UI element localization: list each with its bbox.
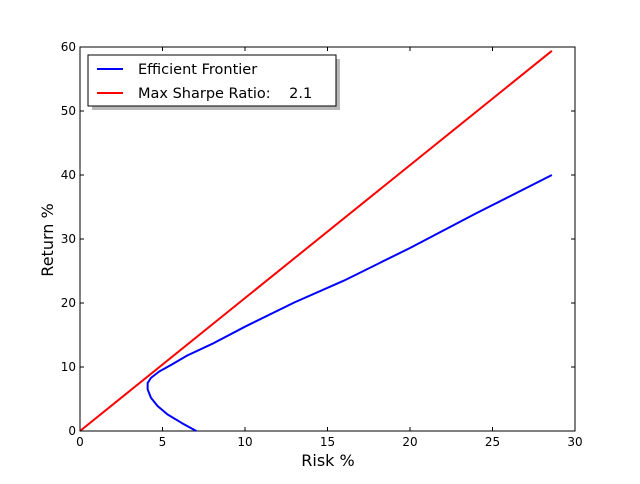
series-line-1 [79, 50, 553, 432]
y-tick-label: 40 [61, 168, 76, 182]
y-tick-label: 50 [61, 104, 76, 118]
plot-area-frame [79, 46, 576, 432]
x-tick-label: 0 [76, 435, 84, 449]
y-tick-label: 30 [61, 232, 76, 246]
series-line-0 [146, 174, 553, 432]
legend-label-0: Efficient Frontier [138, 62, 257, 78]
legend: Efficient Frontier Max Sharpe Ratio: 2.1 [87, 54, 340, 110]
y-axis-label: Return % [38, 203, 57, 276]
axes-layer [79, 46, 576, 432]
x-tick-label: 20 [402, 435, 417, 449]
legend-label-1: Max Sharpe Ratio: 2.1 [138, 86, 312, 102]
legend-box [87, 54, 337, 107]
y-tick-label: 0 [68, 424, 76, 438]
x-axis-label: Risk % [301, 451, 354, 470]
x-tick-label: 5 [159, 435, 167, 449]
x-tick-label: 25 [485, 435, 500, 449]
ticks-layer: 0 5 10 15 20 25 30 0 10 20 30 40 50 60 [61, 40, 583, 449]
series-layer [79, 50, 553, 432]
x-tick-label: 10 [237, 435, 252, 449]
x-tick-label: 30 [567, 435, 582, 449]
y-tick-label: 60 [61, 40, 76, 54]
y-tick-label: 20 [61, 296, 76, 310]
y-tick-label: 10 [61, 360, 76, 374]
x-tick-label: 15 [320, 435, 335, 449]
